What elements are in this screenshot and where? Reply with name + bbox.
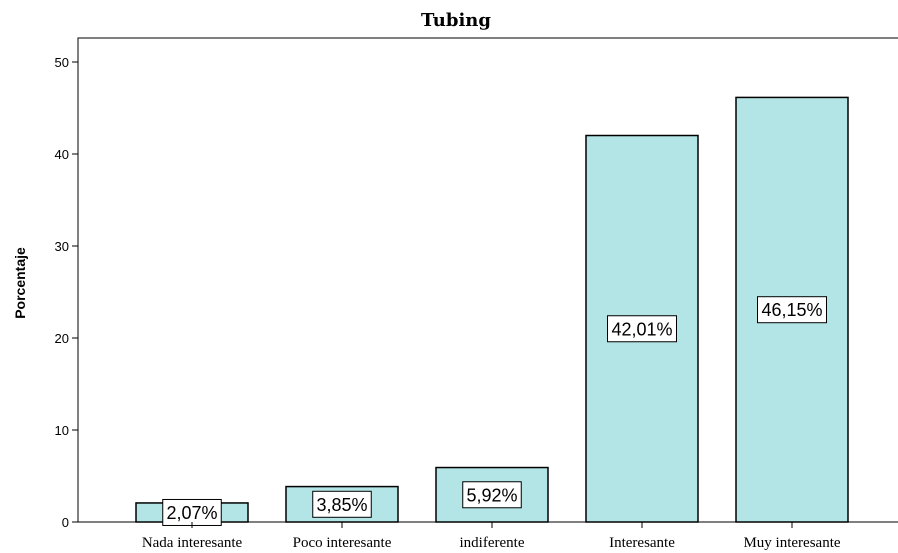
data-label: 5,92% <box>466 485 517 505</box>
data-label-box <box>757 296 827 324</box>
data-label-box <box>312 490 372 518</box>
y-tick-label: 30 <box>55 239 69 254</box>
data-label-box <box>462 481 522 509</box>
x-axis: Nada interesante Poco interesante indifere… <box>142 522 841 551</box>
data-label: 3,85% <box>316 495 367 515</box>
y-tick-label: 50 <box>55 55 69 70</box>
data-label: 46,15% <box>761 300 822 320</box>
y-axis-label: Porcentaje <box>12 247 28 319</box>
x-tick-label: indiferente <box>460 535 525 551</box>
data-label-box <box>162 498 222 526</box>
chart-title: Tubing <box>421 10 491 31</box>
y-axis: 0 10 20 30 40 50 <box>55 55 78 530</box>
y-tick-label: 10 <box>55 423 69 438</box>
y-tick-label: 20 <box>55 331 69 346</box>
x-tick-label: Muy interesante <box>743 535 840 551</box>
data-label-box <box>607 315 677 343</box>
x-tick-label: Interesante <box>609 535 675 551</box>
data-label: 42,01% <box>611 319 672 339</box>
data-label: 2,07% <box>166 503 217 523</box>
x-tick-label: Poco interesante <box>293 535 392 551</box>
y-tick-label: 40 <box>55 147 69 162</box>
bars-group <box>135 96 849 523</box>
x-tick-label: Nada interesante <box>142 535 243 551</box>
y-tick-label: 0 <box>62 515 69 530</box>
data-labels-group: 2,07% 3,85% 5,92% 42,01% 46,15% <box>162 296 827 526</box>
